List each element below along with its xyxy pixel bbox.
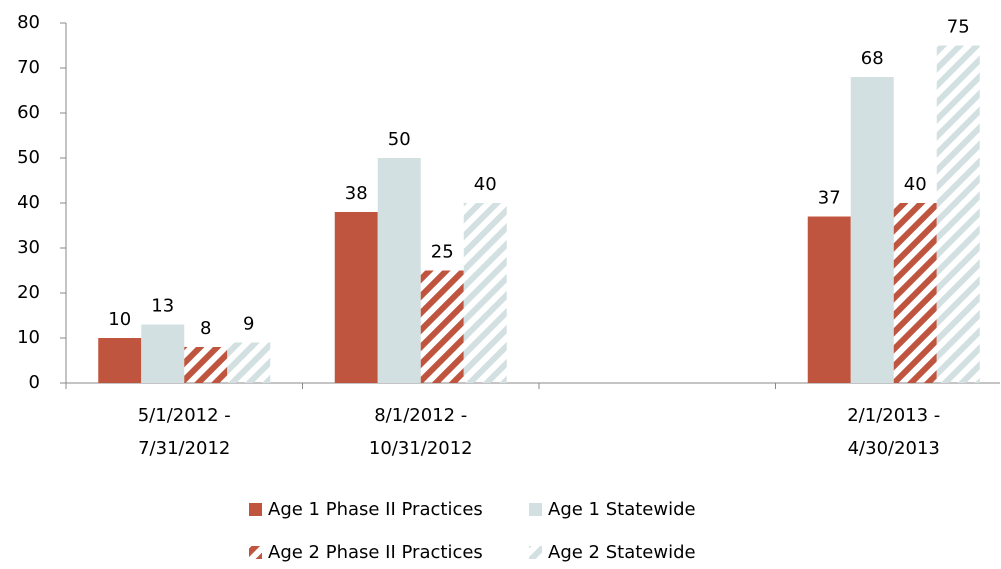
- value-label: 50: [388, 129, 411, 150]
- bar: [98, 338, 142, 383]
- value-label: 25: [431, 242, 454, 263]
- bar: [141, 324, 185, 383]
- bar: [420, 270, 464, 383]
- bar: [893, 203, 937, 383]
- y-tick-label: 10: [17, 327, 40, 348]
- bar: [377, 158, 421, 383]
- y-tick-label: 70: [17, 57, 40, 78]
- y-tick-label: 60: [17, 102, 40, 123]
- y-tick-label: 0: [29, 372, 40, 393]
- value-label: 40: [474, 174, 497, 195]
- value-label: 68: [861, 48, 884, 69]
- value-label: 37: [818, 188, 841, 209]
- y-tick-label: 80: [17, 12, 40, 33]
- x-tick-label: 2/1/2013 -4/30/2013: [847, 405, 940, 459]
- legend-label: Age 1 Statewide: [548, 499, 696, 520]
- y-tick-label: 30: [17, 237, 40, 258]
- value-label: 13: [151, 296, 174, 317]
- bar: [850, 77, 894, 383]
- bar: [807, 216, 851, 383]
- x-tick-label: 5/1/2012 -7/31/2012: [138, 405, 231, 459]
- value-label: 40: [904, 174, 927, 195]
- legend-swatch: [249, 503, 262, 516]
- value-label: 75: [947, 17, 970, 38]
- bar: [463, 203, 507, 383]
- y-tick-label: 40: [17, 192, 40, 213]
- bar: [227, 342, 271, 383]
- bar: [184, 347, 228, 383]
- legend-label: Age 2 Statewide: [548, 542, 696, 563]
- y-tick-label: 20: [17, 282, 40, 303]
- value-label: 10: [108, 309, 131, 330]
- value-label: 38: [345, 183, 368, 204]
- bar: [936, 45, 980, 383]
- bar: [334, 212, 378, 383]
- legend-swatch: [529, 503, 542, 516]
- x-tick-label: 8/1/2012 -10/31/2012: [369, 405, 473, 459]
- legend-swatch: [249, 546, 262, 559]
- value-label: 9: [243, 314, 254, 335]
- legend-swatch: [529, 546, 542, 559]
- value-label: 8: [200, 318, 211, 339]
- y-tick-label: 50: [17, 147, 40, 168]
- legend-label: Age 2 Phase II Practices: [268, 542, 483, 563]
- legend-label: Age 1 Phase II Practices: [268, 499, 483, 520]
